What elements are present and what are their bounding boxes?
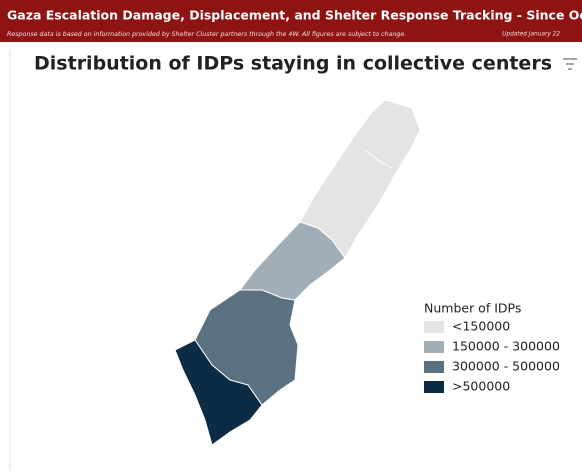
map-title: Distribution of IDPs staying in collecti… <box>34 53 552 75</box>
legend-swatch <box>424 381 444 393</box>
header-subtitle: Response data is based on information pr… <box>7 30 406 38</box>
map <box>174 99 421 446</box>
header-band <box>0 0 582 42</box>
legend-swatch <box>424 321 444 333</box>
legend: <150000 150000 - 300000 300000 - 500000 >50… <box>424 319 560 394</box>
legend-swatch <box>424 361 444 373</box>
region-border <box>364 149 393 169</box>
region <box>174 339 263 446</box>
filter-icon[interactable] <box>563 58 577 70</box>
legend-label: 300000 - 500000 <box>452 359 560 374</box>
legend-title: Number of IDPs <box>424 301 521 316</box>
legend-swatch <box>424 341 444 353</box>
updated-date: Updated January 22 <box>502 32 560 38</box>
legend-label: >500000 <box>452 379 510 394</box>
header-title: Gaza Escalation Damage, Displacement, an… <box>7 8 582 23</box>
legend-label: <150000 <box>452 319 510 334</box>
legend-label: 150000 - 300000 <box>452 339 560 354</box>
